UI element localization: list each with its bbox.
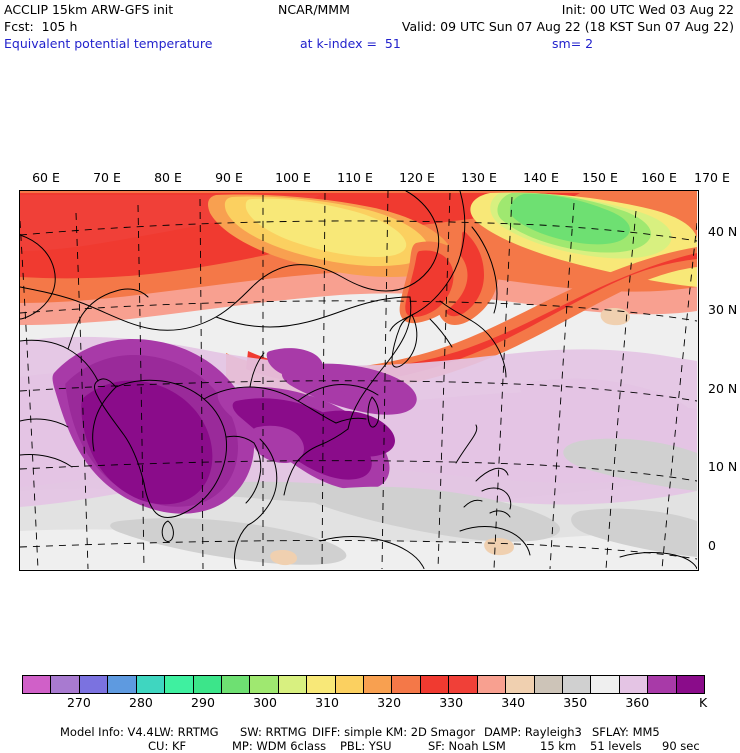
colorbar-swatch[interactable] [563, 676, 592, 693]
colorbar-block: 270 280 290 300 310 320 330 340 350 360 K [0, 672, 740, 740]
colorbar-swatch[interactable] [23, 676, 52, 693]
lon-tick-label: 70 E [93, 170, 121, 185]
colorbar-swatch[interactable] [477, 676, 507, 693]
colorbar-swatch[interactable] [591, 676, 620, 693]
model-info-item: 90 sec [662, 739, 700, 753]
model-info-item: DAMP: Rayleigh3 [484, 725, 582, 739]
header-model-title: ACCLIP 15km ARW-GFS init [4, 2, 174, 17]
colorbar-swatch[interactable] [165, 676, 194, 693]
colorbar-swatch[interactable] [250, 676, 279, 693]
lon-tick-label: 80 E [154, 170, 182, 185]
model-info-item: LW: RRTMG [154, 725, 219, 739]
colorbar-swatch[interactable] [420, 676, 450, 693]
colorbar-swatch[interactable] [79, 676, 109, 693]
lon-tick-label: 140 E [523, 170, 559, 185]
header-institution: NCAR/MMM [278, 2, 350, 17]
equivalent-potential-temperature-map [20, 191, 697, 569]
lat-tick-label: 0 [708, 538, 716, 553]
colorbar-swatch[interactable] [506, 676, 535, 693]
header-k-index: at k-index = 51 [300, 36, 401, 51]
header-forecast-hour: Fcst: 105 h [4, 19, 78, 34]
colorbar-tick-label: 280 [129, 695, 153, 710]
colorbar-swatch[interactable] [648, 676, 677, 693]
header-field-name: Equivalent potential temperature [4, 36, 213, 51]
lon-tick-label: 170 E [694, 170, 730, 185]
colorbar-tick-label: 320 [377, 695, 402, 710]
lat-tick-label: 40 N [708, 224, 738, 239]
model-info-item: PBL: YSU [340, 739, 392, 753]
colorbar-swatch[interactable] [278, 676, 308, 693]
model-info-version: Model Info: V4.4 [60, 725, 154, 739]
colorbar-swatch[interactable] [335, 676, 365, 693]
model-info-item: SW: RRTMG [240, 725, 307, 739]
lat-tick-label: 20 N [708, 381, 738, 396]
longitude-axis: 60 E 70 E 80 E 90 E 100 E 110 E 120 E 130 E 140 … [0, 170, 740, 188]
colorbar-swatch[interactable] [193, 676, 222, 693]
colorbar-swatch[interactable] [136, 676, 166, 693]
colorbar-swatch[interactable] [307, 676, 336, 693]
colorbar-tick-label: 310 [315, 695, 339, 710]
model-info-item: CU: KF [148, 739, 187, 753]
model-info-item: SF: Noah LSM [428, 739, 506, 753]
colorbar-tick-label: 270 [66, 695, 91, 710]
lon-tick-label: 90 E [215, 170, 243, 185]
model-info-item: DIFF: simple KM: 2D Smagor [312, 725, 476, 739]
lon-tick-label: 100 E [275, 170, 311, 185]
lon-tick-label: 60 E [32, 170, 60, 185]
map-panel[interactable] [19, 190, 699, 571]
lon-tick-label: 150 E [582, 170, 618, 185]
colorbar-swatch[interactable] [392, 676, 421, 693]
lon-tick-label: 130 E [461, 170, 497, 185]
model-info-item: 51 levels [590, 739, 642, 753]
colorbar-unit-label: K [699, 695, 708, 710]
lon-tick-label: 120 E [399, 170, 435, 185]
header-init-time: Init: 00 UTC Wed 03 Aug 22 [561, 2, 734, 17]
lat-tick-label: 30 N [708, 302, 738, 317]
header-smoothing: sm= 2 [552, 36, 594, 51]
colorbar-swatch[interactable] [108, 676, 137, 693]
colorbar-swatch[interactable] [449, 676, 478, 693]
latitude-axis: 40 N 30 N 20 N 10 N 0 [700, 190, 740, 571]
colorbar-swatches[interactable] [22, 675, 705, 694]
colorbar-swatch[interactable] [364, 676, 393, 693]
colorbar-tick-label: 360 [625, 695, 650, 710]
colorbar-tick-labels: 270 280 290 300 310 320 330 340 350 360 [22, 695, 705, 711]
lat-tick-label: 10 N [708, 459, 738, 474]
lon-tick-label: 160 E [641, 170, 677, 185]
model-info-item: MP: WDM 6class [232, 739, 327, 753]
header-block: ACCLIP 15km ARW-GFS init NCAR/MMM Init: … [0, 0, 740, 60]
model-info-block: Model Info: V4.4 CU: KF MP: WDM 6class PBL… [0, 711, 740, 753]
header-valid-time: Valid: 09 UTC Sun 07 Aug 22 (18 KST Sun … [401, 19, 734, 34]
colorbar-tick-label: 300 [253, 695, 277, 710]
lon-tick-label: 110 E [337, 170, 373, 185]
model-info-item: SFLAY: MM5 [592, 725, 660, 739]
colorbar-swatch[interactable] [221, 676, 251, 693]
colorbar-swatch[interactable] [676, 676, 705, 693]
colorbar-tick-label: 290 [191, 695, 215, 710]
colorbar-tick-label: 330 [439, 695, 464, 710]
model-info-item: 15 km [540, 739, 577, 753]
colorbar-swatch[interactable] [51, 676, 80, 693]
colorbar-swatch[interactable] [619, 676, 649, 693]
colorbar-tick-label: 350 [563, 695, 588, 710]
colorbar-tick-label: 340 [501, 695, 526, 710]
colorbar-swatch[interactable] [534, 676, 564, 693]
